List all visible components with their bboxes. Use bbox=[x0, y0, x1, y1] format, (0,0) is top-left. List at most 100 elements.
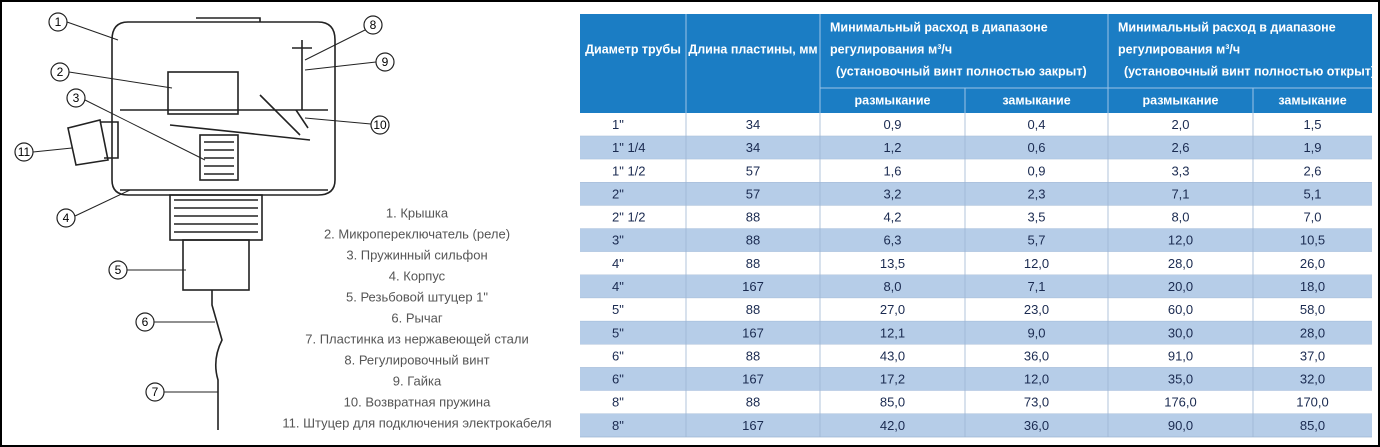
device-diagram bbox=[67, 17, 336, 430]
row-background bbox=[580, 390, 1372, 414]
table-cell: 2,6 bbox=[1171, 140, 1189, 155]
row-background bbox=[580, 113, 1372, 137]
table-cell: 5,7 bbox=[1027, 233, 1045, 248]
table-cell: 4" bbox=[612, 256, 624, 271]
table-cell: 88 bbox=[746, 210, 760, 225]
table-cell: 7,0 bbox=[1303, 210, 1321, 225]
row-background bbox=[580, 182, 1372, 206]
table-cell: 1" bbox=[612, 117, 624, 132]
header-cell: (установочный винт полностью закрыт) bbox=[836, 64, 1087, 78]
callout-label: 1 bbox=[55, 15, 62, 29]
table-cell: 1,9 bbox=[1303, 140, 1321, 155]
table-cell: 4" bbox=[612, 279, 624, 294]
legend-item: 10. Возвратная пружина bbox=[344, 394, 491, 409]
table-cell: 5" bbox=[612, 302, 624, 317]
header-cell: (установочный винт полностью открыт) bbox=[1124, 64, 1375, 78]
table-cell: 12,0 bbox=[1024, 256, 1049, 271]
header-cell: Минимальный расход в диапазоне bbox=[1118, 20, 1336, 34]
table-cell: 88 bbox=[746, 395, 760, 410]
callout: 4 bbox=[56, 208, 76, 228]
legend-item: 3. Пружинный сильфон bbox=[346, 247, 487, 262]
legend-item: 1. Крышка bbox=[386, 205, 449, 220]
table-cell: 23,0 bbox=[1024, 302, 1049, 317]
table-cell: 2,0 bbox=[1171, 117, 1189, 132]
table-cell: 60,0 bbox=[1168, 302, 1193, 317]
table-cell: 1,5 bbox=[1303, 117, 1321, 132]
callout-label: 6 bbox=[142, 315, 149, 329]
callout-circle bbox=[48, 12, 68, 32]
table-cell: 1,6 bbox=[883, 163, 901, 178]
table-cell: 58,0 bbox=[1300, 302, 1325, 317]
leader-lines bbox=[32, 21, 377, 393]
table-cell: 10,5 bbox=[1300, 233, 1325, 248]
table-cell: 6" bbox=[612, 372, 624, 387]
table-cell: 85,0 bbox=[880, 395, 905, 410]
table-cell: 167 bbox=[742, 372, 764, 387]
header-rules bbox=[685, 14, 1372, 113]
callout: 9 bbox=[375, 52, 395, 72]
table-cell: 0,4 bbox=[1027, 117, 1045, 132]
callout: 1 bbox=[48, 12, 68, 32]
callout-label: 8 bbox=[370, 18, 377, 32]
row-background bbox=[580, 205, 1372, 229]
legend-item: 6. Рычаг bbox=[391, 310, 442, 325]
table-cell: 7,1 bbox=[1027, 279, 1045, 294]
table-cell: 2,6 bbox=[1303, 163, 1321, 178]
table-cell: 88 bbox=[746, 256, 760, 271]
table-cell: 0,6 bbox=[1027, 140, 1045, 155]
subheader-cell: размыкание bbox=[855, 93, 931, 107]
table-cell: 34 bbox=[746, 140, 760, 155]
table-cell: 30,0 bbox=[1168, 325, 1193, 340]
callout-circle bbox=[56, 208, 76, 228]
legend-item: 5. Резьбовой штуцер 1" bbox=[346, 289, 488, 304]
callout: 7 bbox=[145, 382, 165, 402]
table-cell: 20,0 bbox=[1168, 279, 1193, 294]
table-cell: 27,0 bbox=[880, 302, 905, 317]
subheader-cell: замыкание bbox=[1002, 93, 1070, 107]
legend: 1. Крышка 2. Микропереключатель (реле) 3. … bbox=[282, 205, 551, 430]
table-cell: 35,0 bbox=[1168, 372, 1193, 387]
table-cell: 12,1 bbox=[880, 325, 905, 340]
table-cell: 170,0 bbox=[1296, 395, 1329, 410]
table-cell: 85,0 bbox=[1300, 418, 1325, 433]
table-cell: 9,0 bbox=[1027, 325, 1045, 340]
subheader-cell: размыкание bbox=[1143, 93, 1219, 107]
table-cell: 1" 1/2 bbox=[612, 163, 646, 178]
table-cell: 4,2 bbox=[883, 210, 901, 225]
table-cell: 3,2 bbox=[883, 186, 901, 201]
table-cell: 8" bbox=[612, 395, 624, 410]
row-background bbox=[580, 321, 1372, 345]
row-background bbox=[580, 251, 1372, 275]
callout-circle bbox=[370, 115, 390, 135]
table-cell: 28,0 bbox=[1168, 256, 1193, 271]
table-cell: 1" 1/4 bbox=[612, 140, 646, 155]
callout: 3 bbox=[66, 88, 86, 108]
callout-label: 9 bbox=[382, 55, 389, 69]
table-cell: 36,0 bbox=[1024, 348, 1049, 363]
table-cell: 28,0 bbox=[1300, 325, 1325, 340]
table-cell: 26,0 bbox=[1300, 256, 1325, 271]
header-cell: Диаметр трубы bbox=[585, 42, 681, 56]
table-cell: 43,0 bbox=[880, 348, 905, 363]
callout-label: 2 bbox=[57, 65, 64, 79]
table-cell: 176,0 bbox=[1164, 395, 1197, 410]
table-cell: 8,0 bbox=[1171, 210, 1189, 225]
table-cell: 3,3 bbox=[1171, 163, 1189, 178]
table-cell: 2" 1/2 bbox=[612, 210, 646, 225]
table-cell: 3,5 bbox=[1027, 210, 1045, 225]
header-cell: Длина пластины, мм bbox=[688, 42, 817, 56]
legend-item: 9. Гайка bbox=[393, 373, 442, 388]
callout-label: 5 bbox=[115, 263, 122, 277]
row-background bbox=[580, 367, 1372, 391]
callout-label: 11 bbox=[18, 145, 31, 159]
table-cell: 88 bbox=[746, 348, 760, 363]
legend-item: 11. Штуцер для подключения электрокабеля bbox=[282, 415, 551, 430]
table-cell: 1,2 bbox=[883, 140, 901, 155]
table-cell: 36,0 bbox=[1024, 418, 1049, 433]
table-cell: 73,0 bbox=[1024, 395, 1049, 410]
callout: 5 bbox=[108, 260, 128, 280]
table-cell: 8" bbox=[612, 418, 624, 433]
legend-item: 2. Микропереключатель (реле) bbox=[324, 226, 510, 241]
